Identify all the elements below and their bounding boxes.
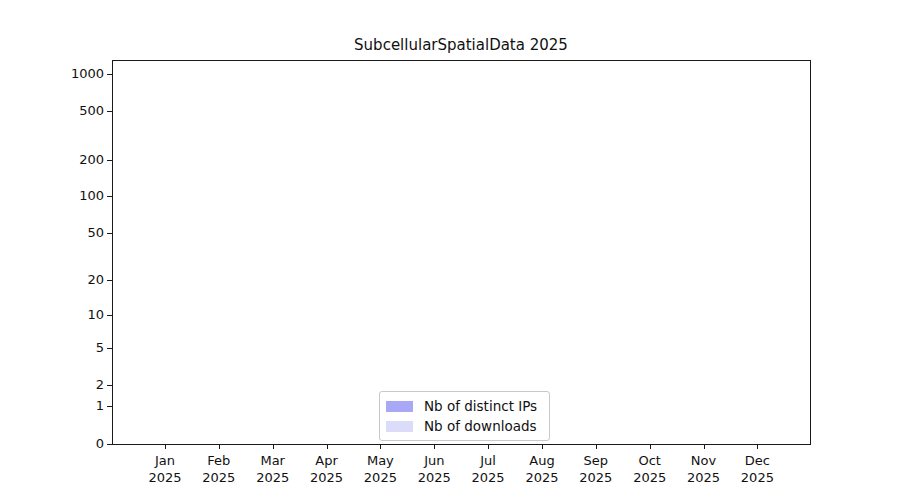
month-year: 2025 <box>246 469 300 486</box>
month-year: 2025 <box>407 469 461 486</box>
month-year: 2025 <box>515 469 569 486</box>
x-tick-label-aug: Aug2025 <box>515 452 569 486</box>
y-tick-label-1000: 1000 <box>42 66 104 82</box>
legend-label-downloads: Nb of downloads <box>424 418 537 434</box>
y-tick-label-20: 20 <box>42 272 104 288</box>
legend-item-downloads: Nb of downloads <box>386 418 537 434</box>
month-name: Oct <box>623 452 677 469</box>
month-name: Dec <box>730 452 784 469</box>
month-name: Sep <box>569 452 623 469</box>
legend-item-distinct-ips: Nb of distinct IPs <box>386 398 537 414</box>
month-year: 2025 <box>353 469 407 486</box>
legend: Nb of distinct IPs Nb of downloads <box>379 391 550 441</box>
x-tick-label-oct: Oct2025 <box>623 452 677 486</box>
x-tick-label-nov: Nov2025 <box>677 452 731 486</box>
month-year: 2025 <box>623 469 677 486</box>
y-tick-label-5: 5 <box>42 340 104 356</box>
month-year: 2025 <box>461 469 515 486</box>
y-tick-label-10: 10 <box>42 307 104 323</box>
month-name: Jan <box>138 452 192 469</box>
distinct-ips-swatch-icon <box>386 401 413 412</box>
x-tick-label-sep: Sep2025 <box>569 452 623 486</box>
month-name: May <box>353 452 407 469</box>
x-tick-label-feb: Feb2025 <box>192 452 246 486</box>
month-name: Jun <box>407 452 461 469</box>
month-year: 2025 <box>730 469 784 486</box>
x-tick-label-mar: Mar2025 <box>246 452 300 486</box>
month-name: Aug <box>515 452 569 469</box>
downloads-swatch-icon <box>386 421 413 432</box>
month-name: Feb <box>192 452 246 469</box>
chart-title: SubcellularSpatialData 2025 <box>112 36 810 54</box>
x-tick-label-jun: Jun2025 <box>407 452 461 486</box>
y-tick-label-200: 200 <box>42 152 104 168</box>
y-tick-label-500: 500 <box>42 103 104 119</box>
month-name: Mar <box>246 452 300 469</box>
y-tick-label-100: 100 <box>42 188 104 204</box>
legend-label-distinct-ips: Nb of distinct IPs <box>424 398 537 414</box>
month-year: 2025 <box>300 469 354 486</box>
x-tick-label-dec: Dec2025 <box>730 452 784 486</box>
y-tick-label-2: 2 <box>42 377 104 393</box>
month-name: Nov <box>677 452 731 469</box>
y-tick-label-50: 50 <box>42 225 104 241</box>
x-tick-label-apr: Apr2025 <box>300 452 354 486</box>
month-year: 2025 <box>569 469 623 486</box>
x-tick-label-jul: Jul2025 <box>461 452 515 486</box>
month-year: 2025 <box>677 469 731 486</box>
x-tick-label-may: May2025 <box>353 452 407 486</box>
month-name: Apr <box>300 452 354 469</box>
month-year: 2025 <box>138 469 192 486</box>
y-tick-label-1: 1 <box>42 398 104 414</box>
figure: SubcellularSpatialData 2025 0 1 2 5 10 20 50 10… <box>0 0 900 500</box>
month-year: 2025 <box>192 469 246 486</box>
y-tick-label-0: 0 <box>42 436 104 452</box>
plot-area <box>112 60 811 445</box>
month-name: Jul <box>461 452 515 469</box>
x-tick-label-jan: Jan2025 <box>138 452 192 486</box>
